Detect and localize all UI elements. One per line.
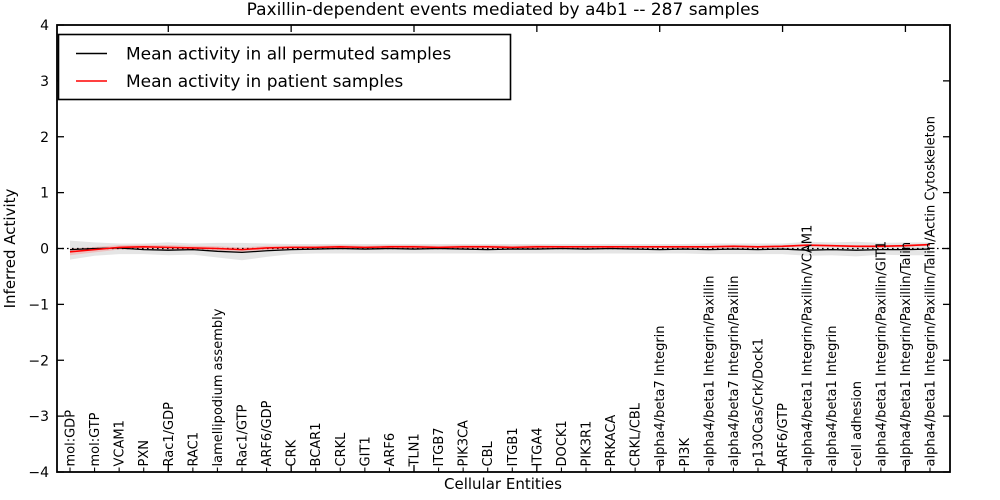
y-tick-label: 3 [40, 74, 49, 90]
x-tick-label: CRK [285, 439, 300, 466]
x-tick-label: alpha4/beta1 Integrin/Paxillin/VCAM1 [801, 225, 816, 467]
x-tick-label: ARF6/GDP [260, 400, 275, 466]
x-tick-label: PIK3CA [457, 420, 472, 467]
x-tick-label: VCAM1 [113, 420, 128, 466]
patient-mean-line [69, 243, 931, 253]
y-axis-label: Inferred Activity [1, 188, 19, 308]
x-tick-label: alpha4/beta1 Integrin/Paxillin/Talin [899, 242, 914, 467]
x-tick-label: alpha4/beta1 Integrin/Paxillin/GIT1 [874, 241, 889, 467]
x-tick-label: BCAR1 [309, 423, 324, 467]
x-tick-label: mol:GDP [64, 410, 79, 467]
legend-label-patient: Mean activity in patient samples [126, 72, 403, 92]
x-tick-label: alpha4/beta7 Integrin [653, 325, 668, 466]
x-tick-label: TLN1 [408, 433, 423, 467]
x-tick-label: alpha4/beta7 Integrin/Paxillin [727, 275, 742, 466]
x-tick-label: Rac1/GTP [236, 404, 251, 466]
x-tick-label: ARF6/GTP [776, 403, 791, 467]
x-tick-label: RAC1 [186, 432, 201, 467]
y-tick-label: −2 [28, 353, 49, 369]
y-tick-label: 0 [40, 242, 49, 258]
x-tick-label: CRKL/CBL [629, 402, 644, 466]
x-tick-label: Rac1/GDP [162, 402, 177, 467]
x-tick-label: PRKACA [604, 415, 619, 467]
x-tick-label: mol:GTP [88, 412, 103, 466]
chart-data-layers [57, 240, 950, 261]
y-tick-label: 2 [40, 130, 49, 146]
y-tick-label: −1 [28, 297, 49, 313]
chart-title: Paxillin-dependent events mediated by a4… [247, 0, 760, 20]
y-tick-label: 4 [40, 18, 49, 34]
x-tick-label: CRKL [334, 432, 349, 467]
x-tick-label: ARF6 [383, 433, 398, 467]
axis-tick-labels: −4 −3 −2 −1 0 1 2 3 4 mol:GDP mol:GTP VCAM1 PXN Rac1/… [28, 18, 938, 481]
x-tick-label: CBL [481, 441, 496, 467]
x-tick-label: ITGA4 [530, 427, 545, 466]
x-tick-label: alpha4/beta1 Integrin/Paxillin [702, 275, 717, 466]
x-tick-label: cell adhesion [850, 381, 865, 467]
x-tick-label: lamellipodium assembly [211, 308, 226, 466]
x-tick-label: GIT1 [358, 436, 373, 466]
x-tick-label: DOCK1 [555, 420, 570, 466]
x-tick-label: alpha4/beta1 Integrin [825, 325, 840, 466]
y-tick-label: 1 [40, 186, 49, 202]
x-tick-label: PI3K [678, 438, 693, 467]
y-tick-label: −3 [28, 409, 49, 425]
x-tick-label: ITGB7 [432, 427, 447, 466]
legend-label-permuted: Mean activity in all permuted samples [126, 45, 451, 65]
permuted-mean-line [69, 247, 931, 254]
x-tick-label: PIK3R1 [580, 421, 595, 467]
x-tick-label: PXN [137, 440, 152, 466]
x-tick-label: alpha4/beta1 Integrin/Paxillin/Talin/Act… [924, 116, 939, 466]
legend: Mean activity in all permuted samples Me… [57, 33, 512, 101]
x-tick-label: p130Cas/Crk/Dock1 [752, 338, 767, 467]
x-axis-label: Cellular Entities [444, 475, 562, 493]
y-tick-label: −4 [28, 465, 49, 481]
legend-box [57, 33, 512, 101]
axis-ticks [57, 24, 950, 473]
x-tick-label: ITGB1 [506, 427, 521, 466]
